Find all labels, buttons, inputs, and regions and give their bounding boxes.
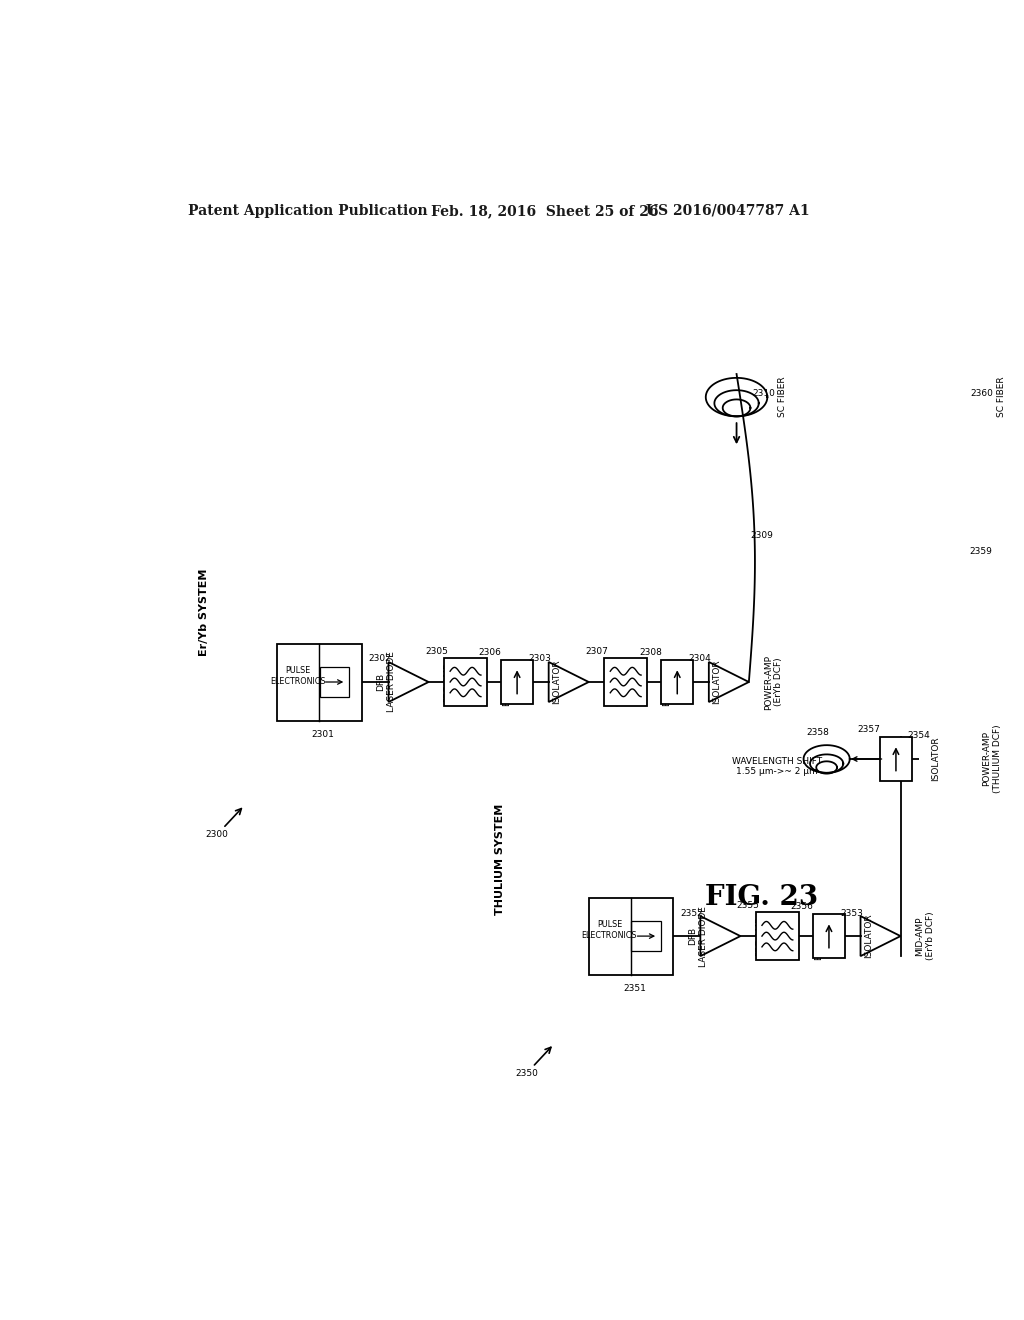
FancyBboxPatch shape [662,660,693,705]
Text: 2304: 2304 [688,655,711,664]
Text: SC FIBER: SC FIBER [778,376,787,417]
Text: 2359: 2359 [969,546,992,556]
Text: 2352: 2352 [680,908,702,917]
Text: 2302: 2302 [368,655,391,664]
Text: Er/Yb SYSTEM: Er/Yb SYSTEM [199,569,209,656]
Text: BANDPASS
FILTER: BANDPASS FILTER [663,657,682,706]
FancyBboxPatch shape [756,912,799,960]
Text: Patent Application Publication: Patent Application Publication [188,203,428,218]
Text: POWER-AMP
(THULIUM DCF): POWER-AMP (THULIUM DCF) [982,725,1001,793]
Text: WAVELENGTH SHIFT
1.55 μm->~ 2 μm: WAVELENGTH SHIFT 1.55 μm->~ 2 μm [731,756,821,776]
Text: DFB
LASER DIODE: DFB LASER DIODE [377,652,396,713]
FancyBboxPatch shape [444,659,487,706]
Text: 2305: 2305 [425,647,447,656]
Text: 2350: 2350 [516,1069,539,1077]
Text: POWER-AMP
(ErYb DCF): POWER-AMP (ErYb DCF) [764,655,783,710]
Text: MID-AMP
(ErYb DFC): MID-AMP (ErYb DFC) [604,657,623,706]
FancyBboxPatch shape [276,644,361,721]
Text: 2301: 2301 [311,730,335,739]
Text: 2356: 2356 [791,903,813,911]
Text: 2309: 2309 [751,531,773,540]
Text: 2354: 2354 [907,731,930,741]
Text: 2360: 2360 [971,389,993,397]
Text: 2351: 2351 [624,983,646,993]
Text: 2306: 2306 [479,648,502,657]
FancyBboxPatch shape [880,737,912,781]
FancyBboxPatch shape [589,898,674,974]
Text: PULSE
ELECTRONICS: PULSE ELECTRONICS [270,667,326,685]
Text: 2307: 2307 [585,647,608,656]
FancyBboxPatch shape [501,660,534,705]
Text: US 2016/0047787 A1: US 2016/0047787 A1 [646,203,810,218]
Text: THULIUM SYSTEM: THULIUM SYSTEM [496,804,505,915]
Text: PULSE
ELECTRONICS: PULSE ELECTRONICS [582,920,637,940]
Text: PRE-AMP
(EDFA): PRE-AMP (EDFA) [443,663,463,702]
Text: BANDPASS
FILTER: BANDPASS FILTER [814,912,834,960]
Text: DFB
LASER DIODE: DFB LASER DIODE [688,906,708,966]
Text: 2310: 2310 [752,389,775,397]
FancyBboxPatch shape [604,659,647,706]
Text: 2353: 2353 [840,908,863,917]
Text: ISOLATOR: ISOLATOR [712,660,721,705]
FancyBboxPatch shape [813,913,845,958]
Text: FIG. 23: FIG. 23 [706,884,818,911]
Text: 2300: 2300 [206,830,228,840]
Text: 2308: 2308 [639,648,662,657]
Text: 2357: 2357 [858,725,881,734]
Text: ISOLATOR: ISOLATOR [863,913,872,958]
Text: 2355: 2355 [737,900,760,909]
Text: PRE-AMP
(EDFA): PRE-AMP (EDFA) [756,916,775,956]
Text: BANDPASS
FILTER: BANDPASS FILTER [502,657,521,706]
Text: Feb. 18, 2016  Sheet 25 of 26: Feb. 18, 2016 Sheet 25 of 26 [431,203,658,218]
Text: ISOLATOR: ISOLATOR [931,737,940,781]
Text: 2303: 2303 [528,655,551,664]
Text: 2358: 2358 [806,727,828,737]
Text: MID-AMP
(ErYb DCF): MID-AMP (ErYb DCF) [915,912,935,961]
Text: ISOLATOR: ISOLATOR [552,660,561,705]
Text: SC FIBER: SC FIBER [997,376,1006,417]
